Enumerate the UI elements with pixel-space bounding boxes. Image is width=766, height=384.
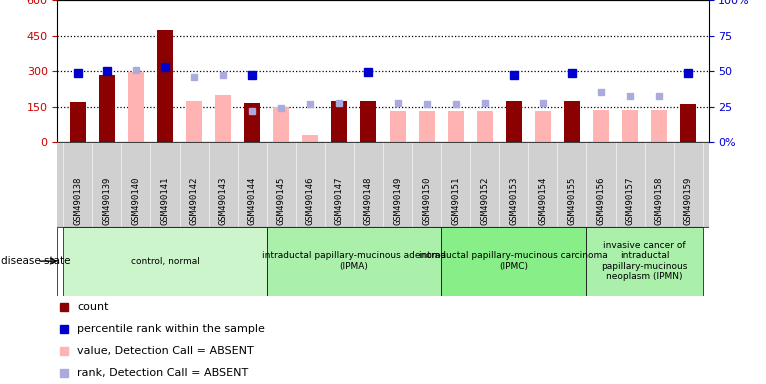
- Text: control, normal: control, normal: [130, 257, 199, 266]
- Text: percentile rank within the sample: percentile rank within the sample: [77, 324, 265, 334]
- Bar: [390, 111, 405, 142]
- Text: GSM490139: GSM490139: [103, 177, 111, 225]
- Text: invasive cancer of
intraductal
papillary-mucinous
neoplasm (IPMN): invasive cancer of intraductal papillary…: [601, 241, 688, 281]
- Text: GSM490144: GSM490144: [247, 177, 257, 225]
- Bar: [535, 111, 551, 142]
- Text: GSM490138: GSM490138: [74, 177, 82, 225]
- Bar: [332, 101, 348, 142]
- Bar: [99, 74, 115, 142]
- Bar: [361, 101, 376, 142]
- Bar: [593, 110, 609, 142]
- Text: GSM490142: GSM490142: [189, 177, 198, 225]
- Text: intraductal papillary-mucinous adenoma
(IPMA): intraductal papillary-mucinous adenoma (…: [262, 252, 446, 271]
- Bar: [651, 110, 667, 142]
- Bar: [64, 227, 267, 296]
- Bar: [267, 227, 441, 296]
- Text: rank, Detection Call = ABSENT: rank, Detection Call = ABSENT: [77, 368, 248, 378]
- Text: GSM490149: GSM490149: [393, 177, 402, 225]
- Text: GSM490146: GSM490146: [306, 177, 315, 225]
- Bar: [186, 101, 202, 142]
- Text: GSM490150: GSM490150: [422, 177, 431, 225]
- Bar: [441, 227, 587, 296]
- Bar: [215, 95, 231, 142]
- Bar: [303, 135, 319, 142]
- Bar: [273, 107, 290, 142]
- Text: GSM490155: GSM490155: [568, 177, 577, 225]
- Bar: [622, 110, 638, 142]
- Text: GSM490141: GSM490141: [161, 177, 169, 225]
- Bar: [418, 111, 434, 142]
- Text: GSM490152: GSM490152: [480, 177, 489, 225]
- Text: GSM490145: GSM490145: [277, 177, 286, 225]
- Text: GSM490147: GSM490147: [335, 177, 344, 225]
- Text: intraductal papillary-mucinous carcinoma
(IPMC): intraductal papillary-mucinous carcinoma…: [420, 252, 608, 271]
- Bar: [157, 30, 173, 142]
- Text: GSM490143: GSM490143: [218, 177, 228, 225]
- Bar: [506, 101, 522, 142]
- Bar: [476, 111, 493, 142]
- Text: count: count: [77, 302, 109, 312]
- Text: GSM490148: GSM490148: [364, 177, 373, 225]
- Text: GSM490153: GSM490153: [509, 177, 519, 225]
- Text: value, Detection Call = ABSENT: value, Detection Call = ABSENT: [77, 346, 254, 356]
- Text: GSM490156: GSM490156: [597, 177, 605, 225]
- Bar: [680, 104, 696, 142]
- Text: GSM490159: GSM490159: [684, 177, 692, 225]
- Text: GSM490158: GSM490158: [655, 177, 663, 225]
- Bar: [244, 103, 260, 142]
- Bar: [128, 72, 144, 142]
- Bar: [447, 111, 463, 142]
- Bar: [587, 227, 702, 296]
- Bar: [564, 101, 580, 142]
- Text: disease state: disease state: [1, 256, 70, 266]
- Text: GSM490140: GSM490140: [132, 177, 140, 225]
- Text: GSM490151: GSM490151: [451, 177, 460, 225]
- Text: GSM490154: GSM490154: [538, 177, 548, 225]
- Text: GSM490157: GSM490157: [626, 177, 634, 225]
- Bar: [70, 102, 86, 142]
